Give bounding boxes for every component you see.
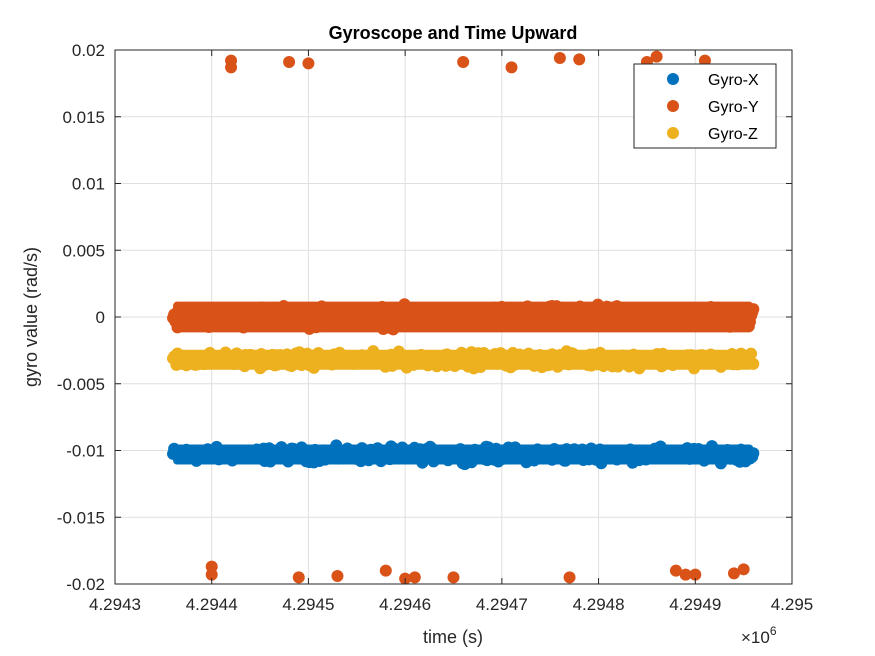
legend-item-gyro-y: Gyro-Y — [667, 99, 759, 116]
x-tick-label: 4.2945 — [282, 595, 334, 614]
legend-box — [633, 63, 777, 149]
exponent-power: 6 — [770, 624, 777, 638]
outlier-point-gyro-y — [205, 568, 218, 581]
exponent-base: ×10 — [741, 628, 770, 647]
outlier-point-gyro-y — [679, 568, 692, 581]
outlier-point-gyro-y — [563, 571, 576, 584]
y-axis-ticks: 0.02 0.015 0.01 0.005 0 -0.005 -0.01 -0.015 -0.0… — [57, 41, 792, 594]
outlier-point-gyro-y — [447, 571, 460, 584]
legend-marker-gyro-x — [667, 73, 679, 85]
y-axis-label: gyro value (rad/s) — [21, 247, 41, 387]
point-gyro-y — [747, 303, 760, 316]
y-tick-label: 0.02 — [72, 41, 105, 60]
outlier-point-gyro-y — [379, 564, 392, 577]
y-tick-label: 0.015 — [62, 108, 105, 127]
x-tick-label: 4.2943 — [89, 595, 141, 614]
x-axis-label: time (s) — [423, 627, 483, 647]
y-tick-label: -0.015 — [57, 508, 105, 527]
legend-item-gyro-z: Gyro-Z — [667, 126, 758, 143]
outlier-point-gyro-y — [573, 53, 586, 66]
legend-label-gyro-y: Gyro-Y — [708, 99, 759, 116]
y-tick-label: -0.01 — [66, 442, 105, 461]
x-tick-label: 4.2947 — [476, 595, 528, 614]
outlier-point-gyro-y — [225, 54, 238, 67]
point-gyro-z — [747, 357, 760, 370]
outlier-point-gyro-y — [283, 56, 296, 69]
y-tick-label: -0.02 — [66, 575, 105, 594]
y-tick-label: 0.005 — [62, 241, 105, 260]
outlier-point-gyro-y — [689, 568, 702, 581]
legend-label-gyro-z: Gyro-Z — [708, 126, 758, 143]
outlier-point-gyro-y — [505, 61, 518, 74]
legend-marker-gyro-y — [667, 100, 679, 112]
x-tick-label: 4.2948 — [573, 595, 625, 614]
data-points — [167, 50, 760, 585]
legend-label-gyro-x: Gyro-X — [708, 72, 759, 89]
legend-item-gyro-x: Gyro-X — [667, 72, 759, 89]
outlier-point-gyro-y — [331, 569, 344, 582]
outlier-point-gyro-y — [669, 564, 682, 577]
outlier-point-gyro-y — [650, 50, 663, 63]
outlier-point-gyro-y — [553, 52, 566, 65]
point-gyro-x — [747, 447, 760, 460]
outlier-point-gyro-y — [457, 56, 470, 69]
x-tick-label: 4.295 — [771, 595, 814, 614]
x-tick-label: 4.2946 — [379, 595, 431, 614]
legend-marker-gyro-z — [667, 127, 679, 139]
y-tick-label: -0.005 — [57, 375, 105, 394]
chart-title: Gyroscope and Time Upward — [329, 23, 578, 43]
outlier-point-gyro-y — [737, 563, 750, 576]
y-tick-label: 0 — [96, 308, 105, 327]
x-axis-ticks: 4.2943 4.2944 4.2945 4.2946 4.2947 4.2948 4.29… — [89, 50, 813, 614]
legend: Gyro-X Gyro-Y Gyro-Z — [633, 63, 777, 149]
outlier-point-gyro-y — [408, 571, 421, 584]
y-tick-label: 0.01 — [72, 175, 105, 194]
outlier-point-gyro-y — [727, 567, 740, 580]
x-axis-exponent: ×106 — [741, 624, 777, 647]
point-gyro-z — [745, 347, 758, 360]
outlier-point-gyro-y — [292, 571, 305, 584]
x-tick-label: 4.2949 — [669, 595, 721, 614]
outlier-point-gyro-y — [302, 57, 315, 70]
point-gyro-y — [574, 300, 587, 313]
x-tick-label: 4.2944 — [186, 595, 238, 614]
point-gyro-y — [316, 320, 329, 333]
